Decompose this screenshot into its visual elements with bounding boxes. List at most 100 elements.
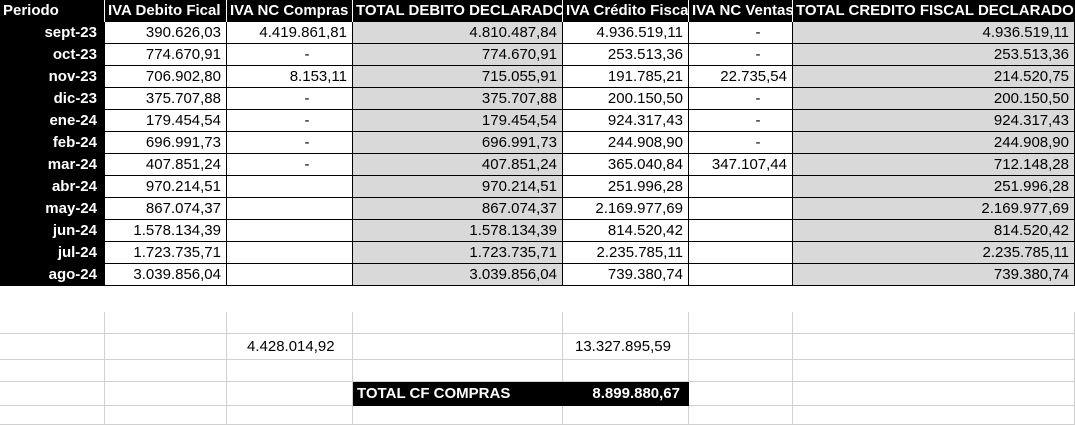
iva-nc-compras-cell[interactable]: 8.153,11 <box>227 66 353 88</box>
empty-cell[interactable] <box>353 406 563 425</box>
total-debito-cell[interactable]: 3.039.856,04 <box>353 264 563 286</box>
empty-cell[interactable] <box>793 382 1075 406</box>
iva-nc-compras-cell[interactable]: - <box>227 88 353 110</box>
total-debito-cell[interactable]: 1.578.134,39 <box>353 220 563 242</box>
iva-debito-cell[interactable]: 179.454,54 <box>105 110 227 132</box>
iva-credito-cell[interactable]: 191.785,21 <box>563 66 689 88</box>
iva-debito-cell[interactable]: 3.039.856,04 <box>105 264 227 286</box>
empty-cell[interactable] <box>563 360 689 382</box>
total-credito-cell[interactable]: 712.148,28 <box>793 154 1075 176</box>
iva-debito-cell[interactable]: 1.578.134,39 <box>105 220 227 242</box>
total-credito-cell[interactable]: 2.169.977,69 <box>793 198 1075 220</box>
total-credito-cell[interactable]: 253.513,36 <box>793 44 1075 66</box>
iva-credito-cell[interactable]: 814.520,42 <box>563 220 689 242</box>
iva-nc-ventas-cell[interactable]: - <box>689 44 793 66</box>
empty-cell[interactable] <box>0 360 105 382</box>
empty-cell[interactable] <box>353 360 563 382</box>
iva-credito-cell[interactable]: 739.380,74 <box>563 264 689 286</box>
header-total-debito-declarado[interactable]: TOTAL DEBITO DECLARADO <box>353 0 563 22</box>
total-credito-cell[interactable]: 4.936.519,11 <box>793 22 1075 44</box>
header-periodo[interactable]: Periodo <box>0 0 105 22</box>
sum-iva-credito-fiscal[interactable]: 13.327.895,59 <box>563 334 689 360</box>
iva-debito-cell[interactable]: 1.723.735,71 <box>105 242 227 264</box>
header-iva-credito-fiscal[interactable]: IVA Crédito Fiscal <box>563 0 689 22</box>
period-cell[interactable]: jun-24 <box>0 220 105 242</box>
total-debito-cell[interactable]: 4.810.487,84 <box>353 22 563 44</box>
iva-credito-cell[interactable]: 244.908,90 <box>563 132 689 154</box>
empty-cell[interactable] <box>563 406 689 425</box>
iva-nc-compras-cell[interactable] <box>227 242 353 264</box>
total-cf-compras-value[interactable]: 8.899.880,67 <box>563 382 689 406</box>
iva-debito-cell[interactable]: 696.991,73 <box>105 132 227 154</box>
iva-debito-cell[interactable]: 390.626,03 <box>105 22 227 44</box>
total-debito-cell[interactable]: 970.214,51 <box>353 176 563 198</box>
sum-iva-nc-compras[interactable]: 4.428.014,92 <box>227 334 353 360</box>
period-cell[interactable]: jul-24 <box>0 242 105 264</box>
period-cell[interactable]: nov-23 <box>0 66 105 88</box>
total-debito-cell[interactable]: 696.991,73 <box>353 132 563 154</box>
iva-nc-compras-cell[interactable] <box>227 264 353 286</box>
empty-cell[interactable] <box>0 334 105 360</box>
empty-cell[interactable] <box>227 360 353 382</box>
total-credito-cell[interactable]: 814.520,42 <box>793 220 1075 242</box>
iva-nc-ventas-cell[interactable] <box>689 264 793 286</box>
empty-cell[interactable] <box>227 312 353 334</box>
iva-nc-compras-cell[interactable]: - <box>227 110 353 132</box>
total-debito-cell[interactable]: 407.851,24 <box>353 154 563 176</box>
header-iva-debito-fical[interactable]: IVA Debito Fical <box>105 0 227 22</box>
empty-cell[interactable] <box>0 312 105 334</box>
header-total-credito-fiscal-declarado[interactable]: TOTAL CREDITO FISCAL DECLARADO <box>793 0 1075 22</box>
iva-debito-cell[interactable]: 706.902,80 <box>105 66 227 88</box>
period-cell[interactable]: ago-24 <box>0 264 105 286</box>
total-debito-cell[interactable]: 1.723.735,71 <box>353 242 563 264</box>
empty-cell[interactable] <box>105 406 227 425</box>
empty-cell[interactable] <box>793 312 1075 334</box>
period-cell[interactable]: abr-24 <box>0 176 105 198</box>
total-cf-compras-label[interactable]: TOTAL CF COMPRAS <box>353 382 563 406</box>
iva-credito-cell[interactable]: 251.996,28 <box>563 176 689 198</box>
empty-cell[interactable] <box>689 312 793 334</box>
iva-credito-cell[interactable]: 2.235.785,11 <box>563 242 689 264</box>
empty-cell[interactable] <box>0 406 105 425</box>
iva-nc-compras-cell[interactable]: - <box>227 154 353 176</box>
empty-cell[interactable] <box>563 312 689 334</box>
total-credito-cell[interactable]: 924.317,43 <box>793 110 1075 132</box>
empty-cell[interactable] <box>793 360 1075 382</box>
empty-cell[interactable] <box>105 334 227 360</box>
empty-cell[interactable] <box>793 334 1075 360</box>
total-credito-cell[interactable]: 214.520,75 <box>793 66 1075 88</box>
header-iva-nc-compras[interactable]: IVA NC Compras <box>227 0 353 22</box>
total-debito-cell[interactable]: 375.707,88 <box>353 88 563 110</box>
iva-debito-cell[interactable]: 407.851,24 <box>105 154 227 176</box>
period-cell[interactable]: sept-23 <box>0 22 105 44</box>
period-cell[interactable]: dic-23 <box>0 88 105 110</box>
empty-cell[interactable] <box>689 406 793 425</box>
total-credito-cell[interactable]: 244.908,90 <box>793 132 1075 154</box>
iva-nc-ventas-cell[interactable]: - <box>689 88 793 110</box>
total-credito-cell[interactable]: 251.996,28 <box>793 176 1075 198</box>
period-cell[interactable]: ene-24 <box>0 110 105 132</box>
period-cell[interactable]: may-24 <box>0 198 105 220</box>
iva-nc-compras-cell[interactable]: - <box>227 44 353 66</box>
iva-nc-ventas-cell[interactable]: - <box>689 132 793 154</box>
empty-cell[interactable] <box>227 382 353 406</box>
iva-nc-ventas-cell[interactable] <box>689 198 793 220</box>
empty-cell[interactable] <box>105 360 227 382</box>
empty-cell[interactable] <box>689 360 793 382</box>
total-debito-cell[interactable]: 715.055,91 <box>353 66 563 88</box>
empty-cell[interactable] <box>793 406 1075 425</box>
total-debito-cell[interactable]: 774.670,91 <box>353 44 563 66</box>
iva-nc-compras-cell[interactable]: 4.419.861,81 <box>227 22 353 44</box>
iva-credito-cell[interactable]: 924.317,43 <box>563 110 689 132</box>
iva-credito-cell[interactable]: 4.936.519,11 <box>563 22 689 44</box>
total-debito-cell[interactable]: 179.454,54 <box>353 110 563 132</box>
header-iva-nc-ventas[interactable]: IVA NC Ventas <box>689 0 793 22</box>
total-debito-cell[interactable]: 867.074,37 <box>353 198 563 220</box>
iva-credito-cell[interactable]: 200.150,50 <box>563 88 689 110</box>
empty-cell[interactable] <box>689 334 793 360</box>
period-cell[interactable]: oct-23 <box>0 44 105 66</box>
iva-nc-ventas-cell[interactable] <box>689 242 793 264</box>
iva-debito-cell[interactable]: 774.670,91 <box>105 44 227 66</box>
iva-debito-cell[interactable]: 970.214,51 <box>105 176 227 198</box>
iva-nc-compras-cell[interactable] <box>227 176 353 198</box>
